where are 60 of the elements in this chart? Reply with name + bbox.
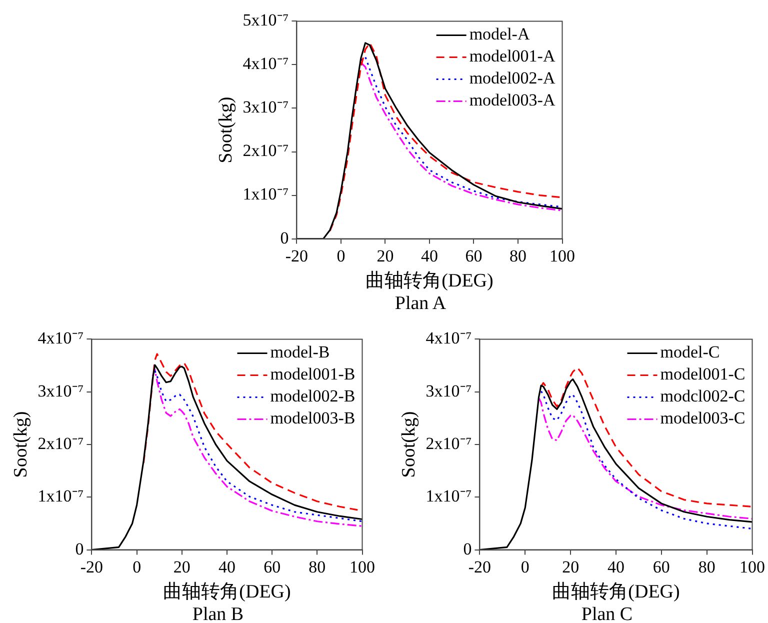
x-tick-label: 20: [562, 557, 580, 576]
x-axis-title: 曲轴转角(DEG): [366, 270, 494, 292]
line-series: [540, 366, 752, 508]
y-axis-title: Soot(kg): [10, 411, 32, 478]
y-tick-label: 3x10⁻⁷: [426, 381, 472, 400]
x-tick-label: 20: [376, 246, 394, 266]
legend-label: model-A: [469, 24, 530, 44]
y-tick-label: 4x10⁻⁷: [426, 328, 472, 348]
legend-label: model001-A: [469, 46, 556, 66]
x-tick-label: 80: [308, 557, 326, 576]
y-axis-title: Soot(kg): [398, 411, 420, 478]
x-tick-label: 0: [520, 557, 530, 576]
x-tick-label: 60: [465, 246, 482, 266]
x-tick-label: 40: [420, 246, 438, 266]
text: Plan C: [580, 604, 634, 623]
x-tick-label: 100: [550, 246, 575, 266]
x-tick-label: 80: [698, 557, 716, 576]
y-tick-label: 1x10⁻⁷: [426, 486, 472, 506]
y-tick-label: 4x10⁻⁷: [38, 328, 84, 348]
legend-label: model003-B: [270, 408, 356, 428]
x-tick-label: -20: [468, 557, 492, 576]
legend-label: model002-B: [270, 386, 356, 406]
x-tick-label: 100: [740, 557, 765, 576]
x-tick-label: 80: [509, 246, 526, 266]
y-tick-label: 0: [463, 539, 472, 558]
y-tick-label: 2x10⁻⁷: [38, 434, 84, 453]
legend-label: model003-C: [660, 408, 746, 428]
y-tick-label: 3x10⁻⁷: [38, 381, 84, 400]
y-tick-label: 0: [280, 228, 289, 248]
legend-label: model-B: [270, 342, 330, 362]
y-tick-label: 1x10⁻⁷: [38, 486, 84, 506]
x-tick-label: -20: [285, 246, 308, 266]
y-tick-label: 5x10⁻⁷: [242, 10, 289, 30]
legend-label: model001-B: [270, 364, 356, 384]
x-tick-label: 40: [218, 557, 236, 576]
line-series: [329, 42, 562, 232]
y-tick-label: 2x10⁻⁷: [242, 141, 289, 160]
legend-label: model002-A: [469, 68, 556, 88]
y-tick-label: 0: [75, 539, 84, 558]
y-tick-label: 1x10⁻⁷: [242, 184, 289, 204]
text: Plan B: [191, 604, 245, 623]
x-tick-label: 100: [350, 557, 375, 576]
legend-label: model-C: [660, 342, 720, 362]
legend-label: model001-C: [660, 364, 746, 384]
x-tick-label: 40: [607, 557, 624, 576]
text: Plan A: [394, 293, 448, 315]
legend-label: model003-A: [469, 90, 556, 110]
legend-label: modcl002-C: [660, 386, 746, 406]
y-tick-label: 3x10⁻⁷: [242, 98, 289, 117]
x-tick-label: 60: [264, 557, 281, 576]
x-tick-label: -20: [80, 557, 104, 576]
y-axis-title: Soot(kg): [215, 96, 236, 164]
y-tick-label: 4x10⁻⁷: [242, 54, 289, 74]
x-tick-label: 20: [173, 557, 190, 576]
y-tick-label: 2x10⁻⁷: [426, 434, 472, 453]
x-tick-label: 0: [132, 557, 142, 576]
x-tick-label: 60: [652, 557, 670, 576]
x-tick-label: 0: [336, 246, 346, 266]
x-axis-title: 曲轴转角(DEG): [163, 582, 291, 603]
x-axis-title: 曲轴转角(DEG): [552, 582, 680, 603]
